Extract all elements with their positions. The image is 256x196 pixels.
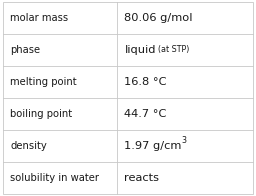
Text: 80.06 g/mol: 80.06 g/mol [124,13,193,23]
Text: 16.8 °C: 16.8 °C [124,77,167,87]
Text: 44.7 °C: 44.7 °C [124,109,167,119]
Text: phase: phase [10,45,40,55]
Text: molar mass: molar mass [10,13,68,23]
Text: reacts: reacts [124,173,159,183]
Text: solubility in water: solubility in water [10,173,99,183]
Text: 1.97 g/cm: 1.97 g/cm [124,141,182,151]
Text: melting point: melting point [10,77,77,87]
Text: 3: 3 [182,136,187,145]
Text: liquid: liquid [124,45,156,55]
Text: boiling point: boiling point [10,109,72,119]
Text: (at STP): (at STP) [158,45,190,54]
Text: density: density [10,141,47,151]
